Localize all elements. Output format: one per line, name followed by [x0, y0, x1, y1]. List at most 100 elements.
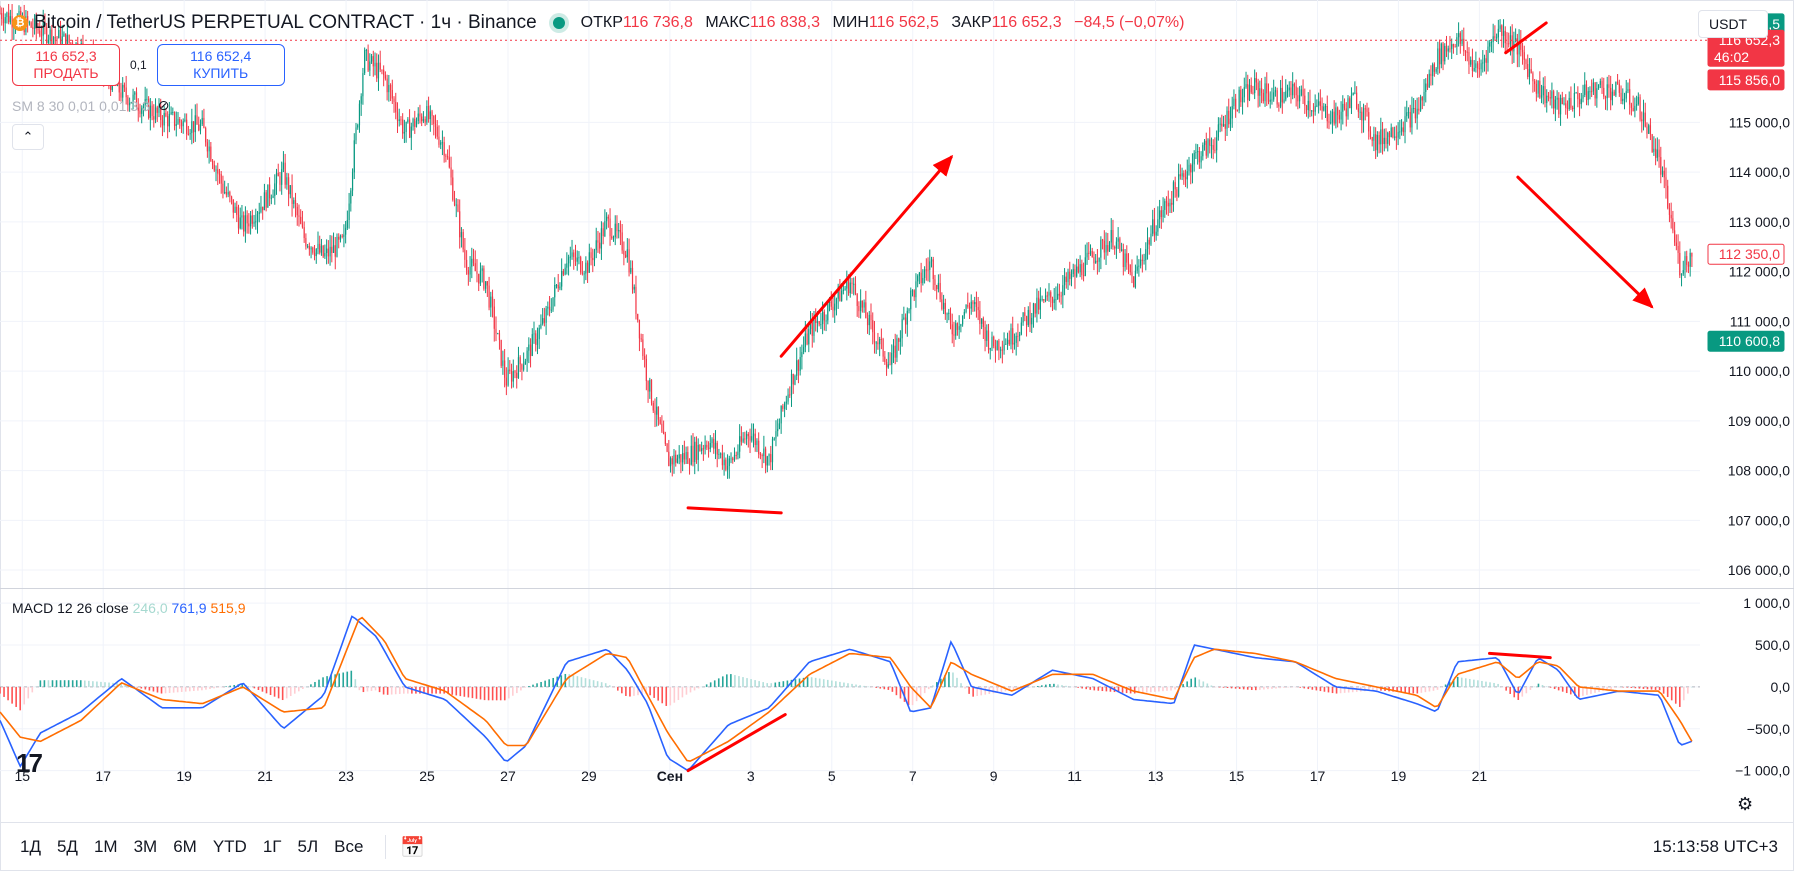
candle-body [1494, 36, 1496, 38]
macd-histogram-bar [213, 686, 215, 689]
period-1y[interactable]: 1Г [262, 837, 282, 856]
macd-histogram-bar [1137, 686, 1140, 694]
candle-body [1107, 245, 1109, 252]
macd-histogram-bar [7, 686, 9, 701]
candle-body [1623, 98, 1626, 100]
period-1m[interactable]: 1М [93, 837, 118, 856]
candle-body [1181, 173, 1183, 177]
candle-body [586, 262, 589, 273]
candle-body [1065, 276, 1067, 282]
period-ytd[interactable]: YTD [212, 837, 247, 856]
macd-histogram-bar [160, 686, 163, 694]
candle-body [1527, 64, 1529, 77]
macd-histogram-bar [907, 686, 910, 706]
period-5y[interactable]: 5Л [297, 837, 319, 856]
candle-body [227, 192, 229, 195]
sell-button[interactable]: 116 652,3 ПРОДАТЬ [12, 44, 120, 86]
macd-histogram-bar [1040, 685, 1043, 687]
candle-body [1501, 25, 1503, 36]
candle-body [694, 441, 696, 463]
candle-body [742, 438, 744, 442]
period-1d[interactable]: 1Д [20, 837, 41, 856]
candle-body [1451, 44, 1453, 49]
chevron-up-icon[interactable]: ⌃ [12, 124, 44, 150]
candle-body [1297, 95, 1299, 102]
macd-histogram-bar [976, 686, 978, 697]
candle-body [1371, 136, 1373, 141]
candle-body [161, 120, 164, 126]
macd-histogram-bar [1069, 686, 1071, 687]
price-pane[interactable]: 106 000,0 107 000,0 108 000,0 109 000,0 110 … [0, 0, 1794, 588]
candle-body [1373, 134, 1375, 141]
candle-body [1362, 108, 1365, 121]
candle-body [393, 98, 395, 102]
candle-body [1008, 339, 1010, 345]
macd-histogram-bar [1485, 681, 1487, 687]
sm-indicator-legend[interactable]: SM 8 30 0,01 0,01 3 3 ⊘ [12, 97, 170, 114]
eye-off-icon[interactable]: ⊘ [157, 97, 170, 113]
macd-histogram-bar [843, 682, 845, 687]
macd-legend[interactable]: MACD 12 26 close 246,0 761,9 515,9 [12, 600, 246, 616]
macd-histogram-bar [1501, 686, 1503, 688]
macd-histogram-bar [451, 686, 454, 695]
period-3m[interactable]: 3М [133, 837, 158, 856]
candle-body [982, 318, 984, 328]
candle-body [713, 438, 715, 449]
candle-body [236, 206, 238, 215]
candle-body [476, 271, 478, 274]
tradingview-logo-icon[interactable]: 17 [16, 748, 43, 778]
macd-histogram-bar [1077, 686, 1079, 688]
macd-histogram-bar [184, 686, 187, 692]
candle-body [994, 346, 997, 351]
candle-body [270, 197, 272, 199]
candle-body [1350, 95, 1353, 109]
period-5d[interactable]: 5Д [56, 837, 78, 856]
x-tick-label: 3 [747, 768, 755, 784]
candle-body [1497, 28, 1499, 38]
candle-body [1100, 239, 1102, 258]
candle-body [469, 266, 471, 275]
macd-pane[interactable]: 1 000,0 500,0 0,0 −500,0 −1 000,0 15 17 19 21 23 2… [0, 588, 1794, 785]
candle-body [1314, 106, 1316, 112]
candle-body [1193, 153, 1195, 165]
candle-body [194, 115, 196, 133]
period-all[interactable]: Все [334, 837, 364, 856]
macd-histogram-bar [734, 675, 736, 687]
clock[interactable]: 15:13:58 UTC+3 [1652, 837, 1778, 856]
buy-button[interactable]: 116 652,4 КУПИТЬ [156, 44, 285, 86]
candle-body [156, 107, 158, 113]
symbol-title[interactable]: Bitcoin / TetherUS PERPETUAL CONTRACT · … [34, 12, 537, 33]
candle-body [1542, 86, 1544, 96]
settings-gear-icon[interactable]: ⚙ [1737, 794, 1754, 814]
macd-histogram-bar [318, 679, 320, 687]
candle-body [1224, 124, 1226, 129]
candle-body [1594, 82, 1596, 99]
buy-label: КУПИТЬ [193, 65, 249, 81]
macd-histogram-bar [1331, 686, 1334, 694]
macd-histogram-bar [1578, 686, 1580, 697]
candle-body [1089, 250, 1092, 254]
price-chart[interactable]: 106 000,0 107 000,0 108 000,0 109 000,0 110 … [0, 0, 1794, 588]
x-tick-label: 19 [1391, 768, 1407, 784]
macd-histogram-bar [633, 686, 635, 696]
macd-histogram-bar [1549, 686, 1552, 688]
candle-body [1145, 249, 1147, 261]
candle-body [160, 105, 162, 121]
candle-body [1243, 87, 1245, 98]
candle-body [1644, 112, 1646, 127]
candle-body [1126, 253, 1128, 263]
macd-histogram-bar [867, 686, 869, 688]
currency-selector[interactable]: USDT [1698, 10, 1768, 38]
candle-body [120, 92, 122, 98]
candle-body [1231, 106, 1233, 119]
calendar-range-icon[interactable]: 📅 [400, 836, 426, 859]
macd-histogram-bar [584, 678, 587, 687]
candle-body [1684, 256, 1686, 271]
candle-body [1388, 132, 1391, 137]
candle-body [548, 306, 551, 310]
candle-body [485, 281, 487, 289]
candle-body [809, 322, 812, 330]
period-6m[interactable]: 6М [173, 837, 197, 856]
candle-body [923, 269, 926, 278]
